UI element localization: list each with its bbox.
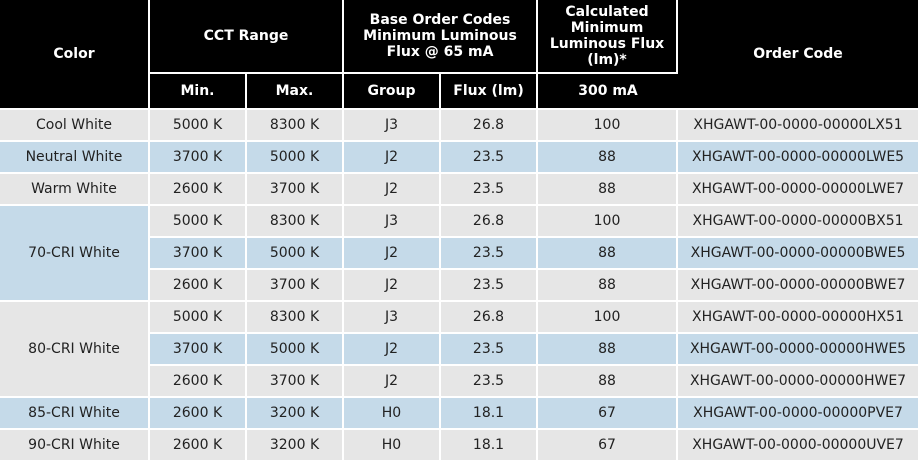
order-code-cell: XHGAWT-00-0000-00000UVE7 bbox=[678, 430, 918, 462]
cct-min-cell: 2600 K bbox=[150, 270, 247, 302]
flux-cell: 26.8 bbox=[441, 302, 539, 334]
header-300ma: 300 mA bbox=[538, 74, 679, 110]
table-row: Neutral White 3700 K 5000 K J2 23.5 88 X… bbox=[0, 142, 918, 174]
group-cell: J2 bbox=[344, 238, 441, 270]
cct-max-cell: 3200 K bbox=[247, 430, 344, 462]
calc-flux-cell: 100 bbox=[538, 302, 679, 334]
header-group: Group bbox=[344, 74, 441, 110]
order-code-cell: XHGAWT-00-0000-00000HX51 bbox=[678, 302, 918, 334]
calc-flux-cell: 88 bbox=[538, 174, 679, 206]
table-row: Cool White 5000 K 8300 K J3 26.8 100 XHG… bbox=[0, 110, 918, 142]
flux-cell: 23.5 bbox=[441, 270, 539, 302]
header-calculated-flux: Calculated Minimum Luminous Flux (lm)* bbox=[538, 0, 679, 74]
group-cell: H0 bbox=[344, 398, 441, 430]
color-cell: Cool White bbox=[0, 110, 150, 142]
order-code-cell: XHGAWT-00-0000-00000BWE5 bbox=[678, 238, 918, 270]
flux-cell: 18.1 bbox=[441, 430, 539, 462]
flux-cell: 23.5 bbox=[441, 174, 539, 206]
color-cell: Warm White bbox=[0, 174, 150, 206]
cct-max-cell: 5000 K bbox=[247, 334, 344, 366]
table-row: 2600 K 3700 K J2 23.5 88 XHGAWT-00-0000-… bbox=[0, 366, 918, 398]
cct-max-cell: 8300 K bbox=[247, 206, 344, 238]
header-max: Max. bbox=[247, 74, 344, 110]
group-cell: J3 bbox=[344, 110, 441, 142]
cct-min-cell: 5000 K bbox=[150, 302, 247, 334]
cct-min-cell: 2600 K bbox=[150, 430, 247, 462]
cct-max-cell: 8300 K bbox=[247, 110, 344, 142]
color-cell: 80-CRI White bbox=[0, 302, 150, 398]
header-cct-range: CCT Range bbox=[150, 0, 344, 74]
calc-flux-cell: 88 bbox=[538, 366, 679, 398]
header-flux: Flux (lm) bbox=[441, 74, 539, 110]
cct-max-cell: 3700 K bbox=[247, 270, 344, 302]
order-code-cell: XHGAWT-00-0000-00000HWE5 bbox=[678, 334, 918, 366]
cct-min-cell: 2600 K bbox=[150, 366, 247, 398]
calc-flux-cell: 88 bbox=[538, 270, 679, 302]
group-cell: J2 bbox=[344, 334, 441, 366]
cct-max-cell: 8300 K bbox=[247, 302, 344, 334]
header-base-order-codes: Base Order Codes Minimum Luminous Flux @… bbox=[344, 0, 539, 74]
flux-cell: 23.5 bbox=[441, 366, 539, 398]
table-row: 70-CRI White 5000 K 8300 K J3 26.8 100 X… bbox=[0, 206, 918, 302]
cct-min-cell: 3700 K bbox=[150, 334, 247, 366]
color-cell: 70-CRI White bbox=[0, 206, 150, 302]
cct-min-cell: 3700 K bbox=[150, 238, 247, 270]
table-row: Warm White 2600 K 3700 K J2 23.5 88 XHGA… bbox=[0, 174, 918, 206]
table-row: 85-CRI White 2600 K 3200 K H0 18.1 67 XH… bbox=[0, 398, 918, 430]
cct-min-cell: 5000 K bbox=[150, 206, 247, 238]
group-cell: H0 bbox=[344, 430, 441, 462]
order-code-cell: XHGAWT-00-0000-00000HWE7 bbox=[678, 366, 918, 398]
cct-min-cell: 2600 K bbox=[150, 398, 247, 430]
group-cell: J2 bbox=[344, 142, 441, 174]
flux-cell: 26.8 bbox=[441, 206, 539, 238]
group-cell: J3 bbox=[344, 302, 441, 334]
calc-flux-cell: 67 bbox=[538, 398, 679, 430]
order-code-cell: XHGAWT-00-0000-00000LWE5 bbox=[678, 142, 918, 174]
table-row: 3700 K 5000 K J2 23.5 88 XHGAWT-00-0000-… bbox=[0, 334, 918, 366]
flux-cell: 23.5 bbox=[441, 334, 539, 366]
cct-max-cell: 3700 K bbox=[247, 366, 344, 398]
color-cell: 85-CRI White bbox=[0, 398, 150, 430]
calc-flux-cell: 67 bbox=[538, 430, 679, 462]
header-row-sub: Min. Max. Group Flux (lm) 300 mA bbox=[0, 74, 918, 110]
calc-flux-cell: 100 bbox=[538, 206, 679, 238]
order-code-cell: XHGAWT-00-0000-00000BX51 bbox=[678, 206, 918, 238]
header-row-top: Color CCT Range Base Order Codes Minimum… bbox=[0, 0, 918, 110]
flux-cell: 23.5 bbox=[441, 142, 539, 174]
order-code-cell: XHGAWT-00-0000-00000LX51 bbox=[678, 110, 918, 142]
order-code-cell: XHGAWT-00-0000-00000PVE7 bbox=[678, 398, 918, 430]
flux-cell: 23.5 bbox=[441, 238, 539, 270]
order-code-cell: XHGAWT-00-0000-00000BWE7 bbox=[678, 270, 918, 302]
calc-flux-cell: 88 bbox=[538, 238, 679, 270]
cct-max-cell: 3200 K bbox=[247, 398, 344, 430]
order-code-cell: XHGAWT-00-0000-00000LWE7 bbox=[678, 174, 918, 206]
header-min: Min. bbox=[150, 74, 247, 110]
table-row: 3700 K 5000 K J2 23.5 88 XHGAWT-00-0000-… bbox=[0, 238, 918, 270]
cct-max-cell: 5000 K bbox=[247, 238, 344, 270]
group-cell: J2 bbox=[344, 174, 441, 206]
color-cell: 90-CRI White bbox=[0, 430, 150, 462]
group-cell: J2 bbox=[344, 270, 441, 302]
flux-cell: 26.8 bbox=[441, 110, 539, 142]
cct-max-cell: 5000 K bbox=[247, 142, 344, 174]
flux-cell: 18.1 bbox=[441, 398, 539, 430]
cct-min-cell: 5000 K bbox=[150, 110, 247, 142]
cct-min-cell: 2600 K bbox=[150, 174, 247, 206]
group-cell: J3 bbox=[344, 206, 441, 238]
cct-max-cell: 3700 K bbox=[247, 174, 344, 206]
calc-flux-cell: 100 bbox=[538, 110, 679, 142]
table-row: 90-CRI White 2600 K 3200 K H0 18.1 67 XH… bbox=[0, 430, 918, 462]
cct-min-cell: 3700 K bbox=[150, 142, 247, 174]
table-row: 80-CRI White 5000 K 8300 K J3 26.8 100 X… bbox=[0, 302, 918, 398]
table-row: 2600 K 3700 K J2 23.5 88 XHGAWT-00-0000-… bbox=[0, 270, 918, 302]
group-cell: J2 bbox=[344, 366, 441, 398]
calc-flux-cell: 88 bbox=[538, 334, 679, 366]
header-color: Color bbox=[0, 0, 150, 110]
calc-flux-cell: 88 bbox=[538, 142, 679, 174]
color-cell: Neutral White bbox=[0, 142, 150, 174]
header-order-code: Order Code bbox=[678, 0, 918, 110]
